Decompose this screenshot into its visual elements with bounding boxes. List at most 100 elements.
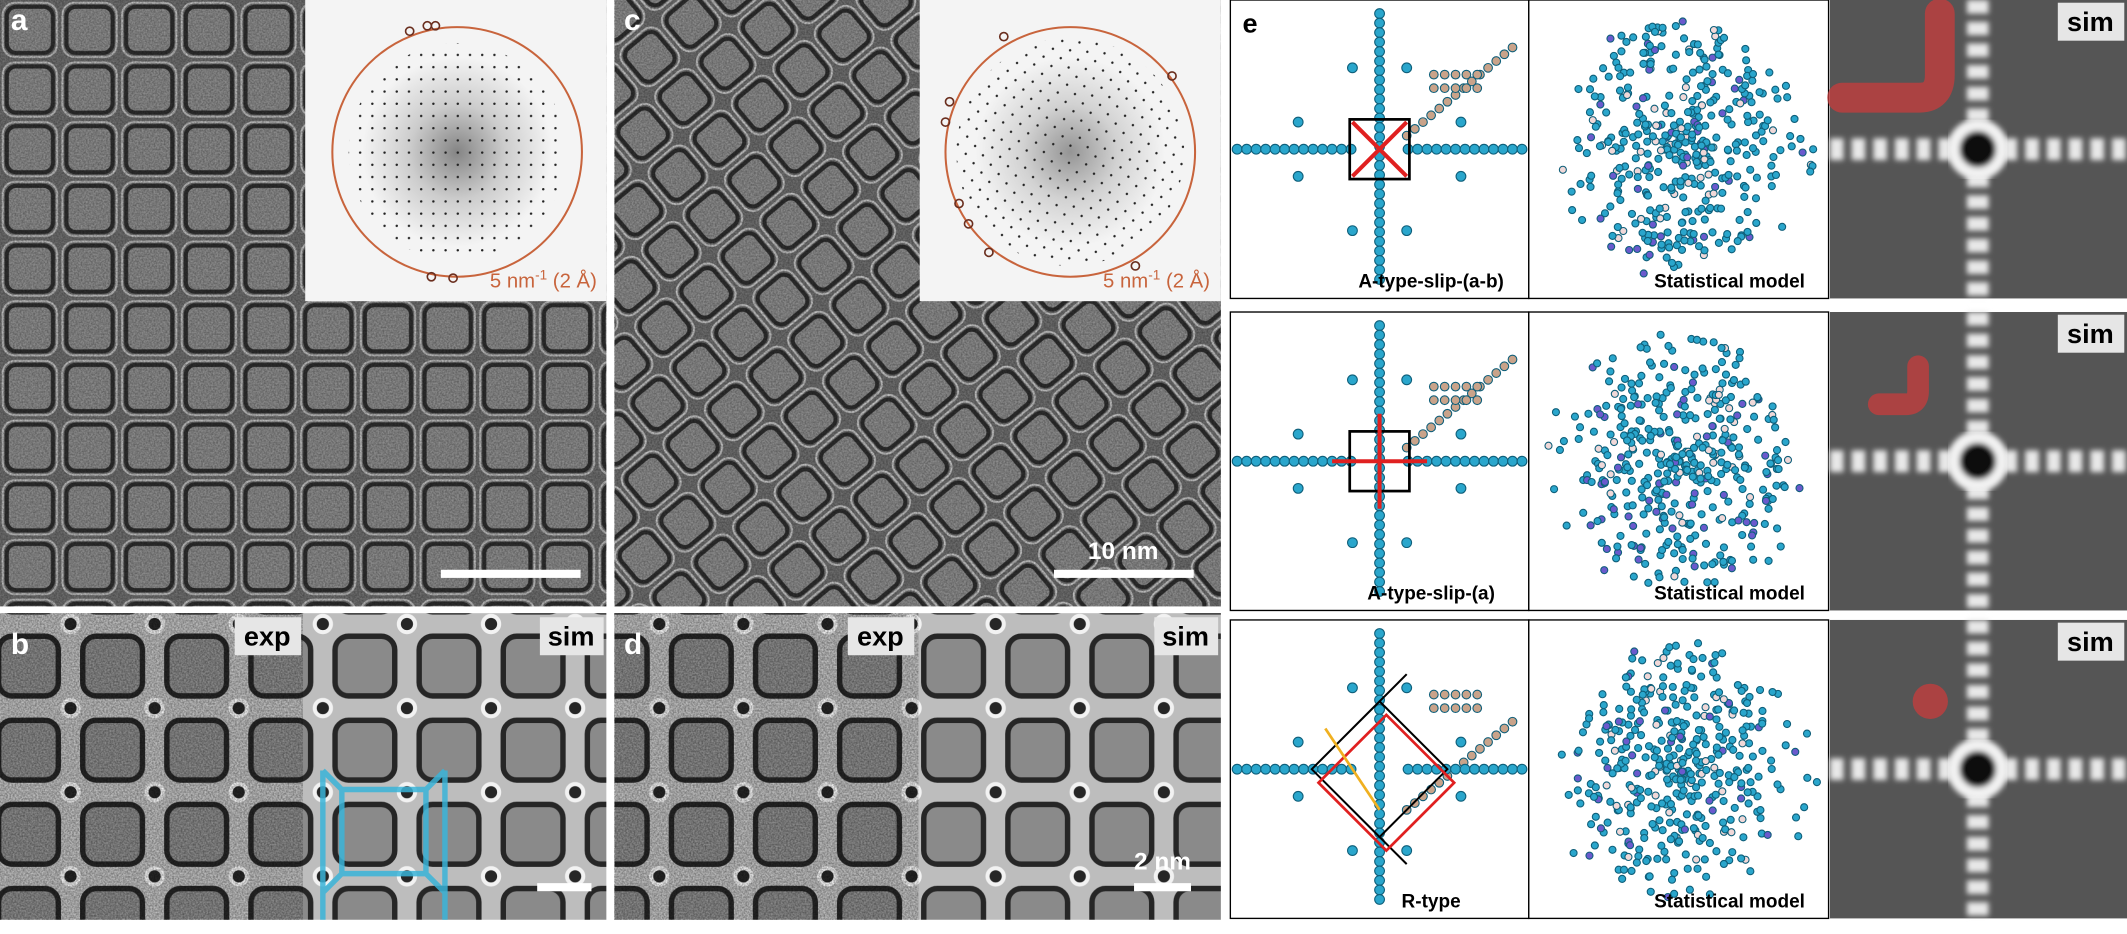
atom: [1559, 437, 1568, 446]
atom: [1639, 510, 1648, 519]
atom: [1714, 779, 1723, 788]
scale-bar: [440, 569, 581, 578]
atom: [1723, 230, 1732, 239]
atom: [1714, 238, 1723, 247]
atom: [1730, 706, 1739, 715]
atom: [1796, 134, 1805, 144]
atom: [1646, 59, 1655, 69]
atom: [1703, 77, 1712, 86]
atom: [1676, 732, 1685, 741]
atom: [1374, 46, 1385, 57]
atom: [1292, 790, 1304, 802]
atom: [1658, 682, 1668, 691]
atom: [1636, 731, 1646, 740]
atom: [1586, 133, 1596, 142]
atom: [1692, 711, 1701, 720]
atom: [1774, 464, 1783, 474]
atom: [1727, 564, 1736, 573]
atom: [1644, 504, 1653, 513]
atom: [1635, 459, 1644, 468]
atom: [1491, 56, 1502, 66]
sim-tag: sim: [2067, 318, 2114, 349]
atom: [1749, 555, 1758, 564]
atom: [1772, 481, 1781, 490]
atom: [1374, 789, 1385, 801]
atom: [1683, 465, 1692, 475]
atom: [1802, 729, 1812, 738]
atom: [1646, 431, 1655, 440]
atom: [1603, 451, 1612, 460]
tag-box: [847, 617, 915, 656]
atom: [1637, 371, 1646, 380]
atom: [1606, 489, 1615, 498]
atom: [1657, 42, 1666, 51]
atom: [1639, 269, 1648, 278]
atom: [1774, 456, 1783, 465]
atom: [1783, 719, 1792, 729]
atom: [1701, 740, 1710, 749]
atom: [1374, 217, 1385, 228]
atom: [1678, 554, 1687, 564]
atom: [1748, 531, 1757, 540]
atom: [1712, 743, 1721, 752]
atom: [1675, 837, 1684, 846]
atom: [1491, 730, 1502, 741]
atom: [1461, 83, 1472, 94]
atom: [1743, 227, 1752, 237]
atom: [1292, 736, 1304, 748]
atom: [1455, 482, 1467, 494]
atom: [1716, 551, 1725, 560]
atom: [1627, 705, 1636, 714]
atom: [1708, 70, 1717, 79]
atom: [1740, 138, 1749, 147]
atom: [1667, 258, 1677, 267]
atom: [1599, 64, 1608, 73]
atom: [1767, 182, 1776, 191]
atom: [1595, 748, 1604, 758]
atom: [1288, 763, 1300, 775]
atom: [1670, 572, 1679, 581]
atom: [1603, 818, 1612, 827]
atom: [1590, 841, 1599, 850]
panel-label: d: [624, 628, 642, 661]
atom: [1794, 832, 1803, 841]
atom: [1401, 225, 1413, 237]
atom: [1730, 773, 1739, 782]
atom: [1643, 137, 1652, 146]
statistical-cloud: [1558, 17, 1818, 278]
atom: [1778, 222, 1787, 231]
atom: [1791, 747, 1800, 756]
sim-ring: [1947, 430, 2009, 492]
atom: [1741, 377, 1750, 386]
atom: [1715, 414, 1724, 423]
atom: [1688, 378, 1698, 387]
atom: [1727, 556, 1737, 565]
atom: [1698, 653, 1707, 663]
atom: [1705, 396, 1714, 405]
atom: [1472, 83, 1483, 94]
atom: [1748, 144, 1758, 153]
atom: [1701, 703, 1710, 712]
atom: [1736, 475, 1745, 484]
atom: [1685, 449, 1694, 458]
atom: [1719, 543, 1729, 552]
atom: [1738, 484, 1747, 494]
atom: [1702, 432, 1711, 441]
atom: [1516, 143, 1528, 155]
atom: [1374, 160, 1385, 171]
atom: [1663, 775, 1672, 784]
atom: [1631, 725, 1640, 735]
atom: [1612, 554, 1621, 563]
atom: [1680, 402, 1689, 411]
atom: [1719, 796, 1728, 806]
tag-box: [1154, 617, 1219, 656]
atom: [1783, 455, 1793, 465]
atom: [1664, 537, 1673, 547]
atom: [1734, 443, 1744, 452]
atom: [1317, 763, 1329, 775]
atom: [1692, 749, 1701, 758]
atom: [1550, 485, 1559, 494]
atom: [1677, 124, 1686, 133]
atom: [1431, 455, 1442, 467]
atom: [1412, 763, 1423, 775]
